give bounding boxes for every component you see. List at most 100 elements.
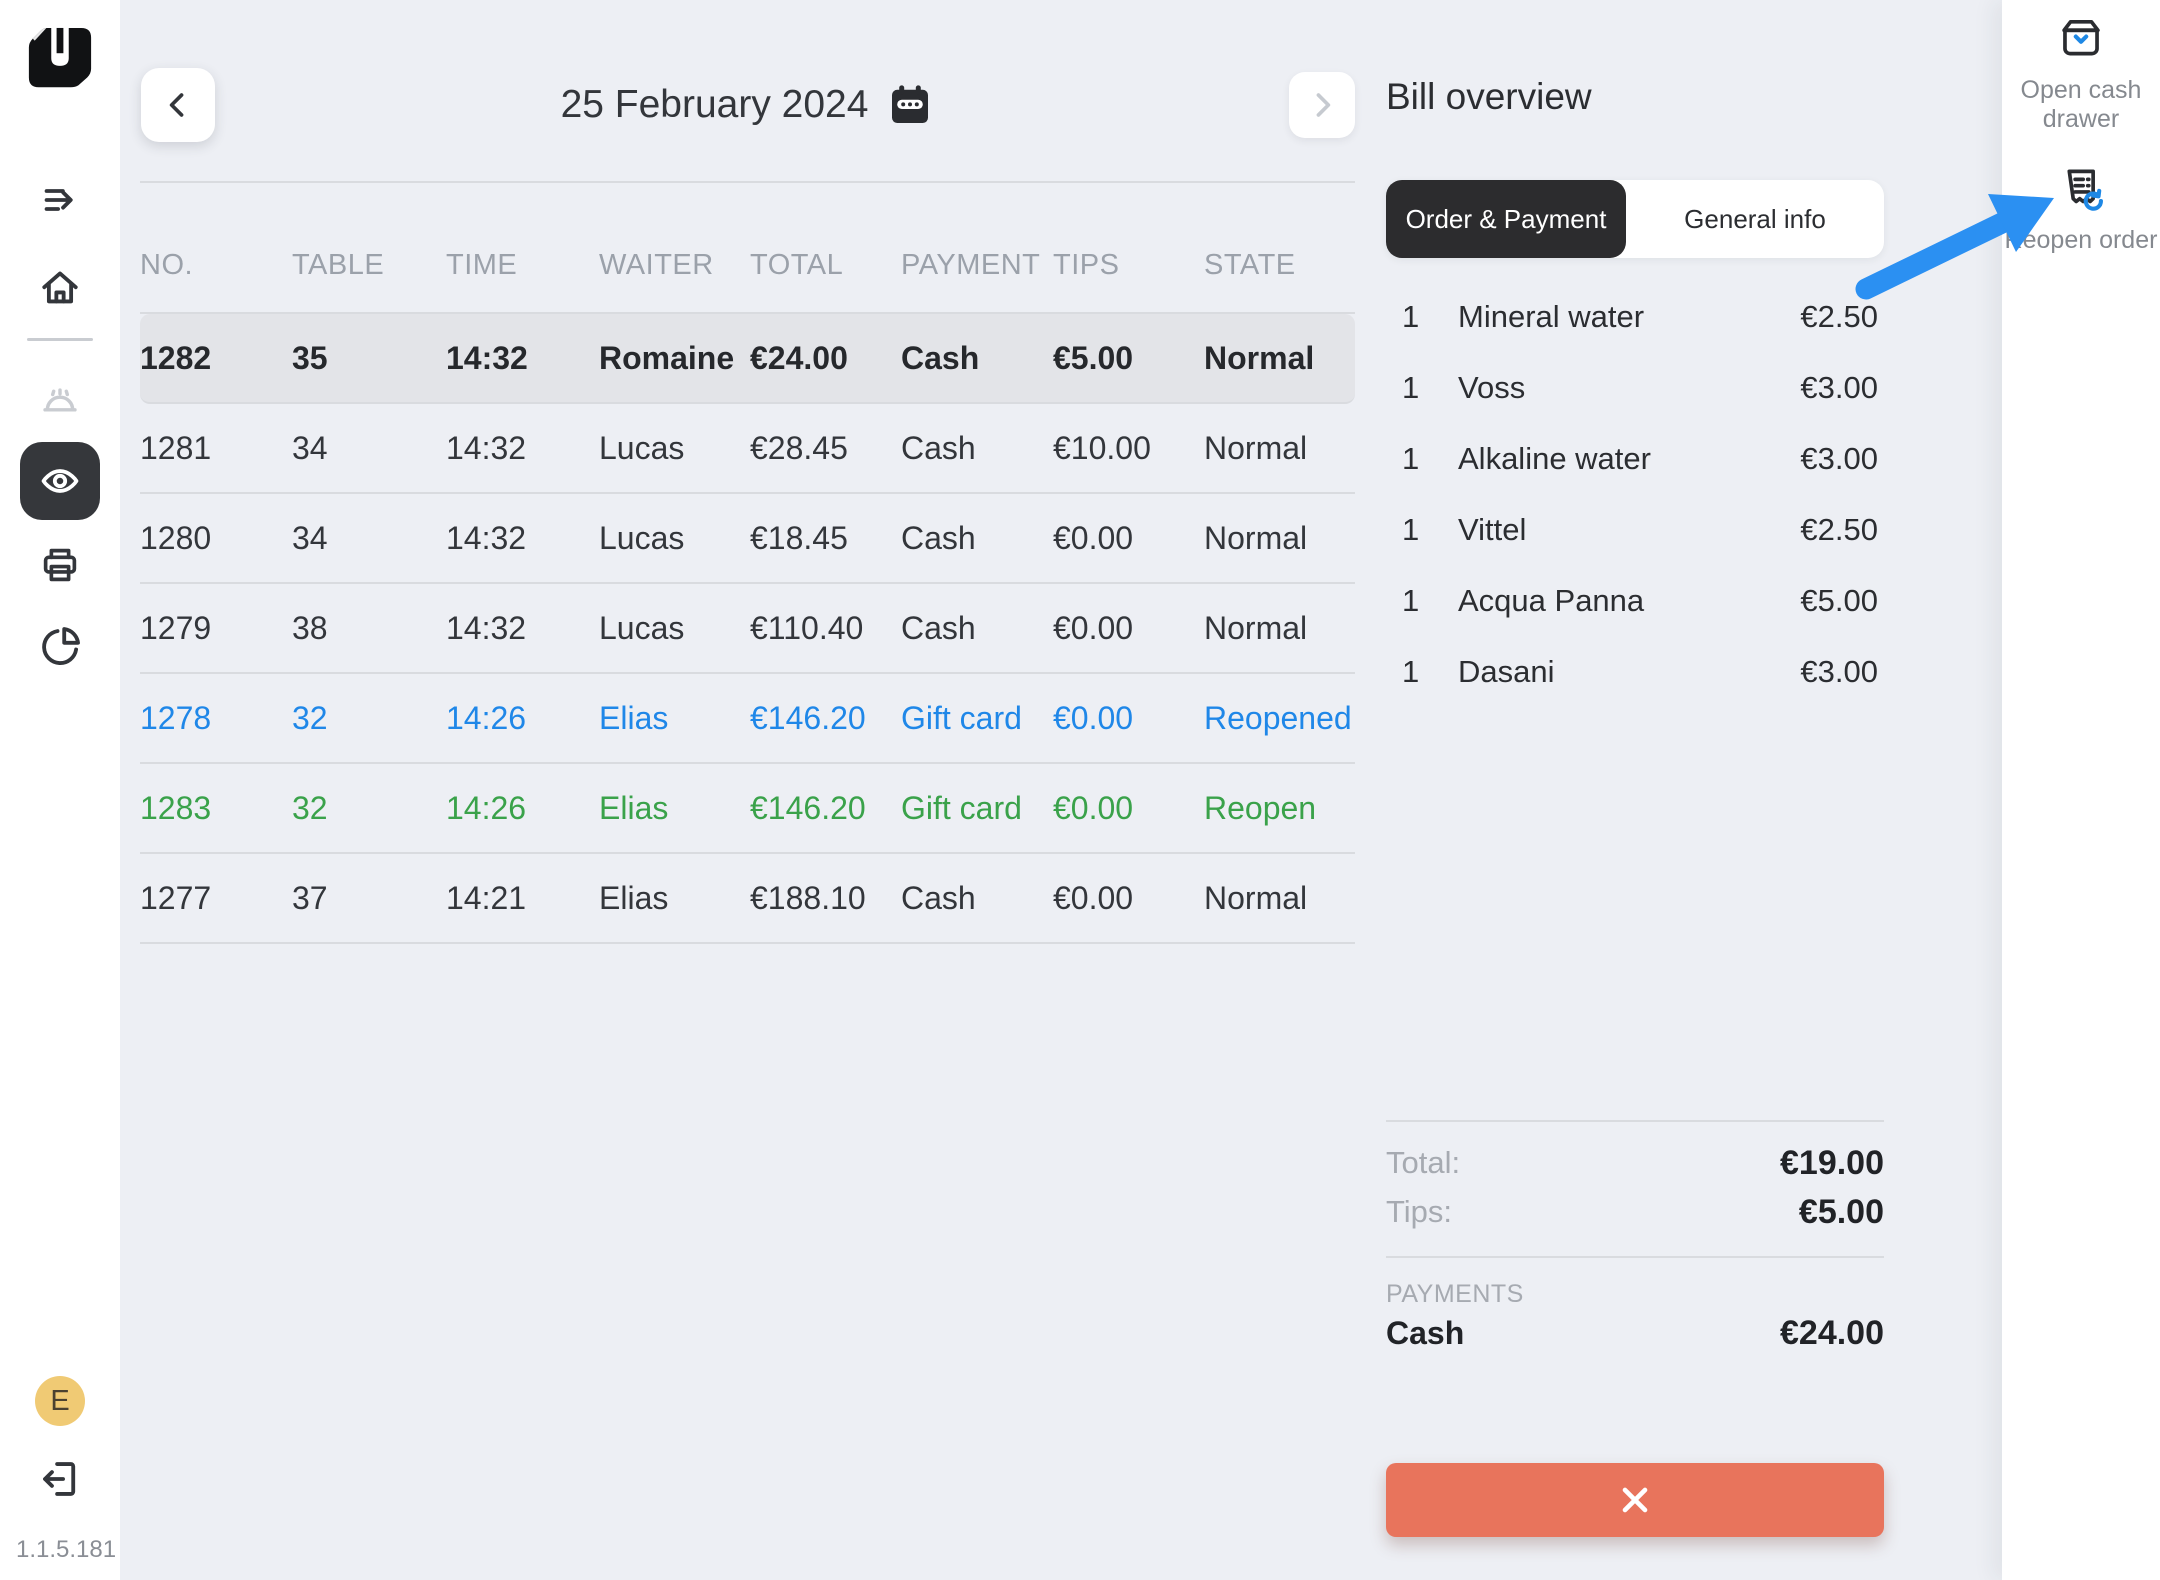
col-time: TIME [446, 249, 518, 281]
item-name: Vittel [1458, 511, 1527, 547]
home-button[interactable] [28, 261, 92, 315]
transfer-button[interactable] [28, 173, 92, 227]
col-tips: TIPS [1053, 249, 1120, 281]
table-row[interactable]: 1277 37 14:21 Elias €188.10 Cash €0.00 Normal [140, 854, 1355, 944]
table-row[interactable]: 1280 34 14:32 Lucas €18.45 Cash €0.00 Normal [140, 494, 1355, 584]
cell-time: 14:32 [446, 519, 527, 556]
item-qty: 1 [1402, 369, 1420, 405]
pie-chart-icon [42, 627, 80, 665]
cell-state: Normal [1204, 429, 1308, 466]
item-name: Alkaline water [1458, 440, 1651, 476]
avatar-initial: E [50, 1384, 70, 1417]
cell-tips: €0.00 [1053, 519, 1134, 556]
cell-time: 14:26 [446, 789, 527, 826]
table-row[interactable]: 1283 32 14:26 Elias €146.20 Gift card €0.00 Reo… [140, 764, 1355, 854]
close-bill-overview-button[interactable] [1386, 1463, 1884, 1537]
item-qty: 1 [1402, 511, 1420, 547]
open-cash-drawer-button[interactable]: Open cash drawer [2002, 14, 2160, 134]
orders-table: NO. TABLE TIME WAITER TOTAL PAYMENT TIPS… [140, 181, 1355, 944]
cell-tips: €10.00 [1053, 429, 1151, 466]
item-name: Dasani [1458, 653, 1555, 689]
orders-table-body: 1282 35 14:32 Romaine €24.00 Cash €5.00 Normal 1… [140, 314, 1355, 944]
item-name: Voss [1458, 369, 1526, 405]
cell-payment: Cash [901, 429, 976, 466]
printer-icon [43, 548, 77, 582]
item-name: Acqua Panna [1458, 582, 1645, 618]
tips-value: €5.00 [1798, 1192, 1884, 1231]
reports-button[interactable] [28, 620, 92, 674]
payment-method: Cash [1386, 1314, 1465, 1351]
reopen-order-button[interactable]: Reopen order [2002, 164, 2160, 255]
cell-payment: Cash [901, 519, 976, 556]
cell-waiter: Romaine [599, 339, 735, 376]
cell-no: 1278 [140, 699, 212, 736]
item-qty: 1 [1402, 653, 1420, 689]
home-icon [42, 271, 78, 304]
tips-row: Tips: €5.00 [1386, 1185, 1884, 1239]
total-label: Total: [1386, 1145, 1461, 1180]
table-row[interactable]: 1281 34 14:32 Lucas €28.45 Cash €10.00 Normal [140, 404, 1355, 494]
date-label: 25 February 2024 [560, 83, 869, 126]
bill-item: 1 Voss €3.00 [1386, 352, 1884, 423]
tips-label: Tips: [1386, 1194, 1453, 1229]
cell-time: 14:32 [446, 429, 527, 466]
payments-divider [1386, 1256, 1884, 1258]
chevron-left-icon [169, 93, 184, 117]
version-label: 1.1.5.181 [16, 1536, 117, 1563]
cell-payment: Gift card [901, 789, 1022, 826]
cell-state: Normal [1204, 519, 1308, 556]
item-price: €3.00 [1800, 369, 1878, 405]
cell-tips: €5.00 [1053, 339, 1134, 376]
bill-overview-panel: Bill overview Order & Payment General in… [1386, 0, 1884, 1580]
logout-icon [43, 1462, 76, 1496]
bill-item: 1 Vittel €2.50 [1386, 494, 1884, 565]
item-qty: 1 [1402, 582, 1420, 618]
col-table: TABLE [292, 249, 385, 281]
reopen-order-icon [2067, 169, 2103, 211]
table-row[interactable]: 1282 35 14:32 Romaine €24.00 Cash €5.00 Normal [140, 314, 1355, 404]
cell-no: 1281 [140, 429, 212, 466]
total-value: €19.00 [1780, 1143, 1884, 1182]
cell-total: €146.20 [750, 699, 866, 736]
avatar[interactable]: E [35, 1376, 85, 1426]
cell-state: Normal [1204, 879, 1308, 916]
bill-tabs: Order & Payment General info [1386, 180, 1884, 258]
item-price: €2.50 [1800, 511, 1878, 547]
restaurant-button-disabled[interactable] [28, 374, 92, 428]
sidebar-divider [27, 338, 93, 341]
bill-overview-button-active[interactable] [20, 442, 100, 520]
logout-button[interactable] [28, 1452, 92, 1506]
table-row[interactable]: 1278 32 14:26 Elias €146.20 Gift card €0.00 Reo… [140, 674, 1355, 764]
print-button[interactable] [28, 538, 92, 592]
col-waiter: WAITER [599, 249, 714, 281]
cell-table: 34 [292, 519, 328, 556]
cloche-icon [43, 388, 77, 412]
cell-tips: €0.00 [1053, 609, 1134, 646]
cell-tips: €0.00 [1053, 699, 1134, 736]
previous-day-button[interactable] [141, 68, 215, 142]
cell-waiter: Elias [599, 879, 669, 916]
tab-general-info[interactable]: General info [1626, 180, 1884, 258]
cell-time: 14:26 [446, 699, 527, 736]
payment-row: Cash €24.00 [1386, 1306, 1884, 1360]
col-payment: PAYMENT [901, 249, 1041, 281]
table-row[interactable]: 1279 38 14:32 Lucas €110.40 Cash €0.00 Normal [140, 584, 1355, 674]
cell-payment: Gift card [901, 699, 1022, 736]
cell-time: 14:32 [446, 609, 527, 646]
cell-table: 38 [292, 609, 328, 646]
total-row: Total: €19.00 [1386, 1136, 1884, 1190]
cell-payment: Cash [901, 609, 976, 646]
cell-total: €146.20 [750, 789, 866, 826]
item-price: €5.00 [1800, 582, 1878, 618]
next-day-button[interactable] [1289, 72, 1355, 138]
panel-title: Bill overview [1386, 76, 1592, 117]
cell-table: 32 [292, 789, 328, 826]
quick-actions-bar: Open cash drawer Reopen order [2002, 0, 2160, 1580]
close-icon [1622, 1487, 1648, 1513]
col-no: NO. [140, 249, 194, 281]
orders-table-header: NO. TABLE TIME WAITER TOTAL PAYMENT TIPS… [140, 181, 1355, 314]
payments-section-label: PAYMENTS [1386, 1280, 1524, 1308]
date-picker[interactable]: 25 February 2024 [140, 68, 1355, 142]
item-price: €3.00 [1800, 653, 1878, 689]
tab-order-and-payment[interactable]: Order & Payment [1386, 180, 1626, 258]
